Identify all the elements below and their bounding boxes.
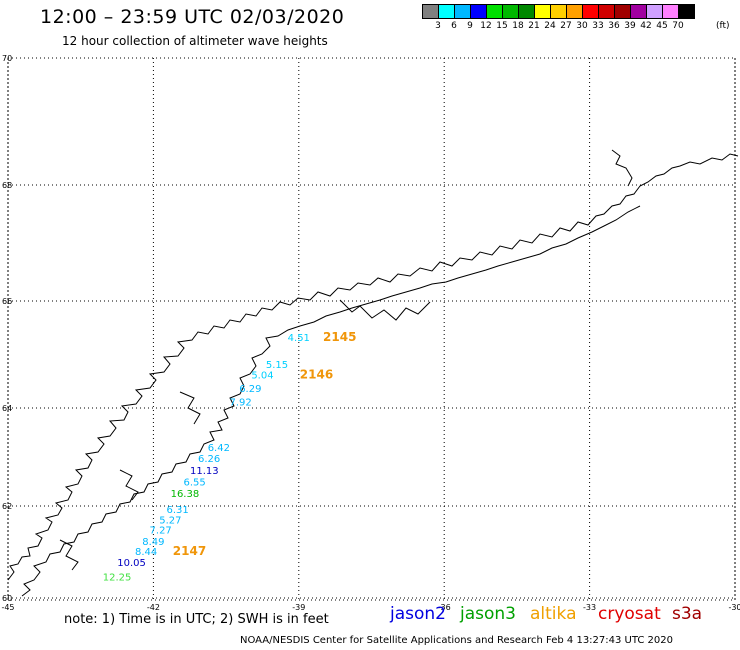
map-frame bbox=[7, 57, 736, 601]
legend-label: 39 bbox=[624, 21, 636, 31]
latitude-label: 66 bbox=[2, 297, 12, 306]
longitude-label: -45 bbox=[1, 603, 14, 612]
legend-label: 70 bbox=[672, 21, 684, 31]
wave-height-value: 6.26 bbox=[198, 454, 220, 465]
latitude-label: 70 bbox=[2, 54, 12, 63]
wave-height-value: 12.25 bbox=[103, 573, 132, 584]
legend-unit: (ft) bbox=[716, 21, 730, 31]
wave-height-value: 4.51 bbox=[288, 333, 310, 344]
greenland-fjords bbox=[59, 149, 633, 571]
longitude-label: -30 bbox=[728, 603, 740, 612]
longitude-label: -33 bbox=[583, 603, 596, 612]
latitude-label: 68 bbox=[2, 181, 12, 190]
legend-labels: (ft) 3 6 9 12 15 18 21 24 27 30 33 36 39 42 45 70 bbox=[422, 19, 729, 33]
wave-height-value: 11.13 bbox=[190, 466, 219, 477]
latitude-label: 64 bbox=[2, 404, 12, 413]
wave-height-value: 10.05 bbox=[117, 558, 146, 569]
wave-height-color-legend: (ft) 3 6 9 12 15 18 21 24 27 30 33 36 39 42 45 70 bbox=[422, 4, 730, 33]
wave-height-value: 6.42 bbox=[208, 443, 230, 454]
legend-label: 21 bbox=[528, 21, 540, 31]
wave-height-value: 6.29 bbox=[239, 384, 261, 395]
pass-number-layer: 2145 2146 2147 bbox=[173, 330, 357, 558]
pass-number: 2145 bbox=[323, 330, 356, 344]
credit-line: NOAA/NESDIS Center for Satellite Applica… bbox=[240, 635, 673, 646]
wave-height-value: 6.55 bbox=[183, 477, 205, 488]
wave-height-value: 6.31 bbox=[167, 505, 189, 516]
wave-height-value: 8.49 bbox=[142, 537, 164, 548]
legend-label: 6 bbox=[451, 21, 457, 31]
legend-label: 18 bbox=[512, 21, 524, 31]
legend-swatch bbox=[678, 4, 695, 19]
wave-height-value: 5.04 bbox=[251, 371, 273, 382]
wave-height-value: 5.27 bbox=[159, 515, 181, 526]
pass-number: 2147 bbox=[173, 544, 206, 558]
satellite-s3a: s3a bbox=[672, 604, 703, 624]
satellite-jason3: jason3 bbox=[460, 604, 516, 624]
wave-height-value: 7.27 bbox=[150, 526, 172, 537]
legend-label: 3 bbox=[435, 21, 441, 31]
satellite-cryosat: cryosat bbox=[598, 604, 661, 624]
legend-label: 15 bbox=[496, 21, 508, 31]
longitude-label: -42 bbox=[147, 603, 160, 612]
greenland-coastline-inner bbox=[21, 205, 641, 597]
longitude-label: -36 bbox=[438, 603, 451, 612]
legend-label: 45 bbox=[656, 21, 668, 31]
legend-label: 9 bbox=[467, 21, 473, 31]
satellite-altika: altika bbox=[530, 604, 577, 624]
legend-label: 30 bbox=[576, 21, 588, 31]
legend-label: 42 bbox=[640, 21, 652, 31]
map-title: 12:00 – 23:59 UTC 02/03/2020 bbox=[40, 6, 345, 28]
legend-swatches bbox=[422, 4, 695, 19]
map-subtitle: 12 hour collection of altimeter wave hei… bbox=[62, 34, 328, 48]
pass-number: 2146 bbox=[300, 368, 333, 382]
satellite-jason2: jason2 bbox=[390, 604, 446, 624]
wave-height-value: 16.38 bbox=[171, 489, 200, 500]
wave-height-value: 7.92 bbox=[230, 397, 252, 408]
legend-label: 24 bbox=[544, 21, 556, 31]
legend-label: 36 bbox=[608, 21, 620, 31]
greenland-coastline bbox=[7, 153, 739, 581]
longitude-label: -39 bbox=[292, 603, 305, 612]
latitude-label: 62 bbox=[2, 502, 12, 511]
wave-height-value: 5.15 bbox=[266, 360, 288, 371]
legend-label: 33 bbox=[592, 21, 604, 31]
latitude-label: 60 bbox=[2, 594, 12, 603]
footer-note: note: 1) Time is in UTC; 2) SWH is in fe… bbox=[64, 612, 329, 627]
legend-label: 12 bbox=[480, 21, 492, 31]
wave-height-value: 8.44 bbox=[135, 547, 157, 558]
lat-lon-grid: 70 68 66 64 62 60-45 -42 -39 -36 -33 -30 bbox=[1, 54, 740, 612]
observation-layer: 4.51 5.155.04 6.29 7.92 6.426.2611.136.5516.… bbox=[103, 333, 310, 583]
legend-label: 27 bbox=[560, 21, 572, 31]
